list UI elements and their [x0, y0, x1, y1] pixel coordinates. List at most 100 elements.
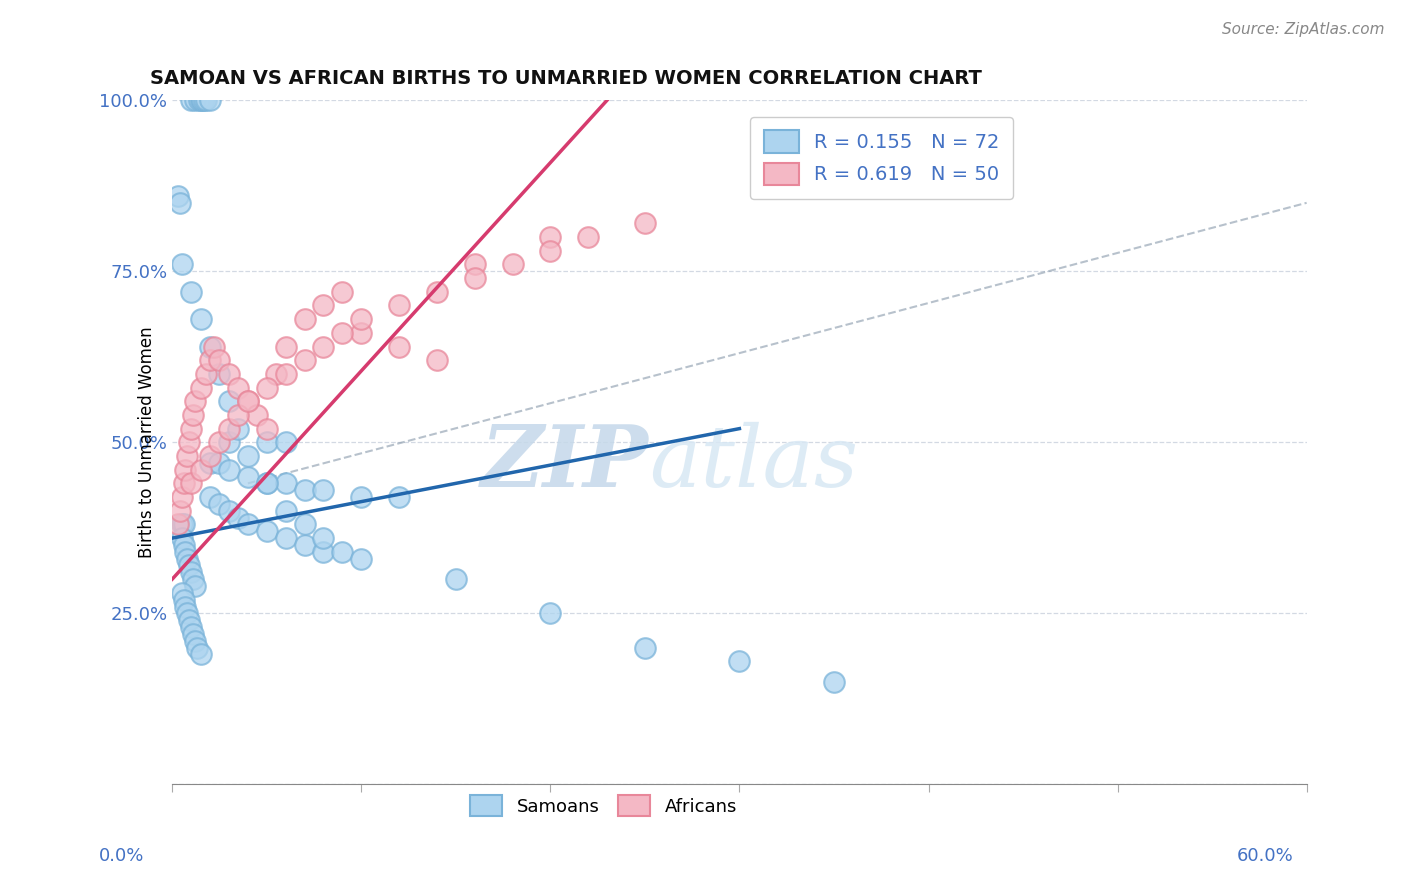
Point [502, 257, 524, 271]
Point [388, 490, 411, 504]
Point [198, 449, 221, 463]
Point [312, 483, 335, 498]
Point [208, 367, 231, 381]
Point [388, 298, 411, 312]
Point [312, 339, 335, 353]
Point [173, 517, 195, 532]
Point [173, 592, 195, 607]
Point [294, 312, 316, 326]
Point [174, 599, 197, 614]
Point [181, 572, 204, 586]
Point [264, 367, 287, 381]
Point [246, 408, 269, 422]
Point [187, 93, 209, 107]
Point [634, 640, 657, 655]
Point [195, 93, 218, 107]
Point [184, 633, 207, 648]
Point [256, 524, 278, 539]
Point [176, 607, 198, 621]
Point [274, 339, 297, 353]
Point [218, 367, 240, 381]
Point [193, 93, 215, 107]
Point [236, 517, 259, 532]
Point [332, 326, 354, 340]
Point [350, 312, 373, 326]
Point [426, 285, 449, 299]
Point [190, 648, 212, 662]
Point [228, 422, 250, 436]
Point [236, 469, 259, 483]
Point [426, 353, 449, 368]
Point [274, 435, 297, 450]
Point [274, 531, 297, 545]
Point [179, 435, 201, 450]
Point [312, 298, 335, 312]
Point [256, 435, 278, 450]
Point [195, 367, 218, 381]
Point [256, 476, 278, 491]
Point [538, 244, 561, 258]
Point [180, 566, 202, 580]
Point [332, 285, 354, 299]
Point [180, 620, 202, 634]
Point [728, 654, 751, 668]
Point [167, 189, 190, 203]
Point [190, 463, 212, 477]
Point [181, 627, 204, 641]
Point [350, 326, 373, 340]
Point [228, 510, 250, 524]
Point [184, 394, 207, 409]
Point [538, 607, 561, 621]
Point [180, 422, 202, 436]
Point [208, 435, 231, 450]
Point [180, 476, 202, 491]
Point [190, 380, 212, 394]
Point [538, 230, 561, 244]
Point [167, 517, 190, 532]
Point [198, 456, 221, 470]
Point [256, 476, 278, 491]
Point [173, 538, 195, 552]
Point [208, 497, 231, 511]
Point [198, 93, 221, 107]
Point [350, 490, 373, 504]
Point [198, 353, 221, 368]
Point [173, 476, 195, 491]
Point [198, 339, 221, 353]
Point [350, 551, 373, 566]
Point [274, 367, 297, 381]
Point [181, 408, 204, 422]
Point [218, 394, 240, 409]
Text: Source: ZipAtlas.com: Source: ZipAtlas.com [1222, 22, 1385, 37]
Point [312, 531, 335, 545]
Point [170, 257, 193, 271]
Point [823, 674, 845, 689]
Point [464, 257, 486, 271]
Point [176, 551, 198, 566]
Point [228, 380, 250, 394]
Point [186, 640, 208, 655]
Point [179, 613, 201, 627]
Y-axis label: Births to Unmarried Women: Births to Unmarried Women [138, 326, 156, 558]
Point [169, 195, 191, 210]
Point [294, 353, 316, 368]
Point [444, 572, 467, 586]
Point [228, 408, 250, 422]
Point [169, 504, 191, 518]
Text: ZIP: ZIP [481, 421, 648, 505]
Point [184, 579, 207, 593]
Point [191, 93, 214, 107]
Point [312, 545, 335, 559]
Point [180, 285, 202, 299]
Point [256, 422, 278, 436]
Point [464, 271, 486, 285]
Legend: Samoans, Africans: Samoans, Africans [463, 788, 744, 823]
Point [208, 353, 231, 368]
Point [202, 339, 225, 353]
Point [294, 538, 316, 552]
Point [179, 558, 201, 573]
Point [634, 216, 657, 230]
Point [176, 449, 198, 463]
Point [294, 517, 316, 532]
Point [170, 517, 193, 532]
